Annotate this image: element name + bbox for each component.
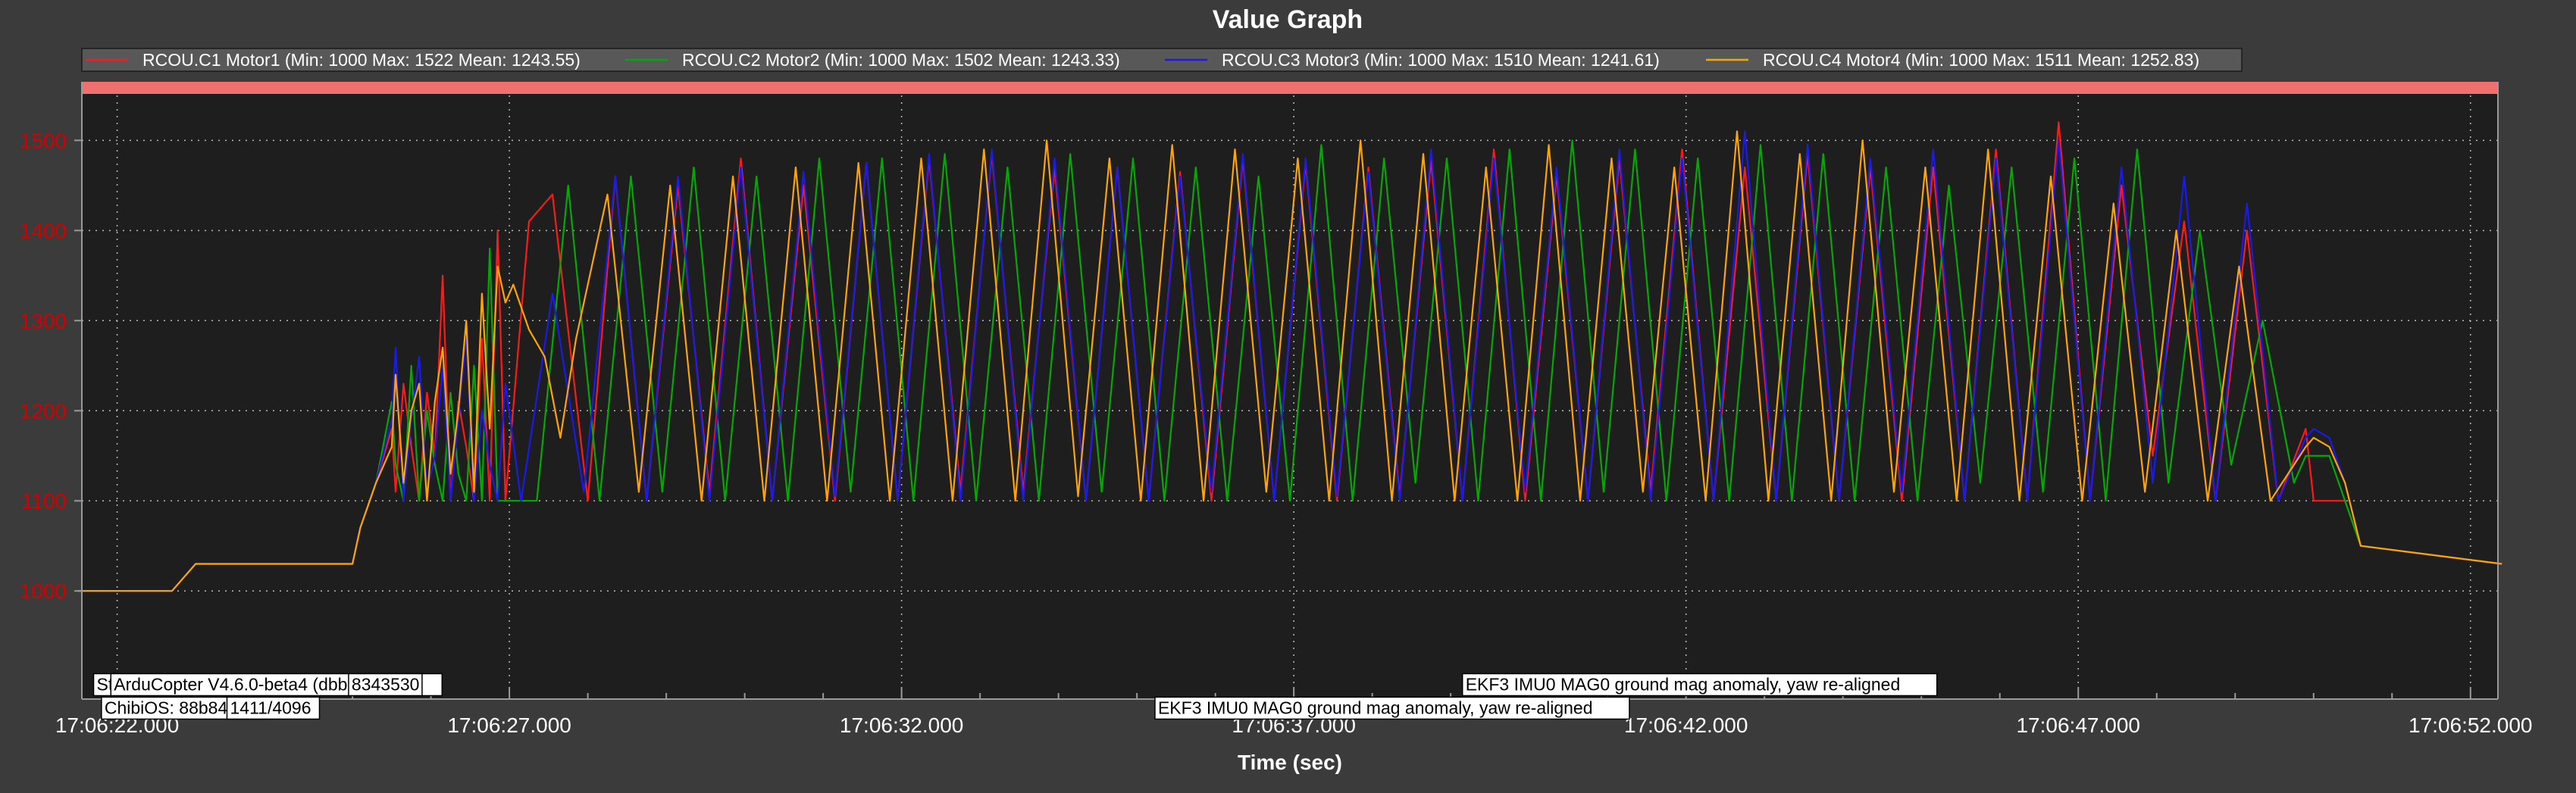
series-line-motor3 <box>77 130 2502 592</box>
annotation-label: EKF3 IMU0 MAG0 ground mag anomaly, yaw r… <box>1461 673 1938 697</box>
legend-entry-motor3[interactable]: RCOU.C3 Motor3 (Min: 1000 Max: 1510 Mean… <box>1165 50 1660 70</box>
series-group <box>77 121 2502 592</box>
legend-label: RCOU.C1 Motor1 (Min: 1000 Max: 1522 Mean… <box>142 50 581 70</box>
legend-box <box>81 48 2243 72</box>
annotation-label: 8343530 <box>348 673 423 697</box>
series-line-motor2 <box>77 139 2502 592</box>
x-tick-label: 17:06:32.000 <box>840 713 964 737</box>
annotation-label: 1411/4096 <box>226 696 321 720</box>
y-tick-label: 1100 <box>21 489 67 513</box>
limit-band <box>82 82 2498 94</box>
x-axis-label: Time (sec) <box>1238 751 1342 774</box>
annotation-text: EKF3 IMU0 MAG0 ground mag anomaly, yaw r… <box>1158 698 1593 717</box>
y-tick-label: 1500 <box>20 129 67 152</box>
annotation-box <box>1154 696 1630 720</box>
legend-label: RCOU.C2 Motor2 (Min: 1000 Max: 1502 Mean… <box>682 50 1120 70</box>
series-line-motor4 <box>77 130 2502 592</box>
x-tick-label: 17:06:47.000 <box>2016 713 2140 737</box>
x-tick-label: 17:06:27.000 <box>447 713 571 737</box>
annotation-label: EKF3 IMU0 MAG0 ground mag anomaly, yaw r… <box>1154 696 1630 720</box>
annotation-text: 1411/4096 <box>230 698 311 717</box>
legend-label: RCOU.C3 Motor3 (Min: 1000 Max: 1510 Mean… <box>1222 50 1660 70</box>
chart-title: Value Graph <box>1213 5 1363 34</box>
annotation-text: 8343530 <box>352 674 420 694</box>
annotation-text: St <box>97 674 114 694</box>
annotation-box <box>1461 673 1938 697</box>
annotation-text: EKF3 IMU0 MAG0 ground mag anomaly, yaw r… <box>1466 674 1901 694</box>
annotations: St ArduCopter V4.6.0-beta4 (dbb9b75f)8343… <box>92 673 1938 720</box>
x-tick-label: 17:06:42.000 <box>1624 713 1748 737</box>
annotation-box <box>348 673 423 697</box>
legend: RCOU.C1 Motor1 (Min: 1000 Max: 1522 Mean… <box>81 48 2243 72</box>
annotation-box <box>226 696 321 720</box>
y-tick-label: 1300 <box>20 309 67 332</box>
legend-label: RCOU.C4 Motor4 (Min: 1000 Max: 1511 Mean… <box>1763 50 2199 70</box>
y-tick-label: 1000 <box>20 579 67 603</box>
y-tick-label: 1200 <box>20 399 67 423</box>
x-tick-label: 17:06:52.000 <box>2409 713 2533 737</box>
legend-entry-motor1[interactable]: RCOU.C1 Motor1 (Min: 1000 Max: 1522 Mean… <box>86 50 581 70</box>
y-tick-label: 1400 <box>20 219 67 242</box>
legend-entry-motor2[interactable]: RCOU.C2 Motor2 (Min: 1000 Max: 1502 Mean… <box>625 50 1120 70</box>
legend-entry-motor4[interactable]: RCOU.C4 Motor4 (Min: 1000 Max: 1511 Mean… <box>1706 50 2199 70</box>
